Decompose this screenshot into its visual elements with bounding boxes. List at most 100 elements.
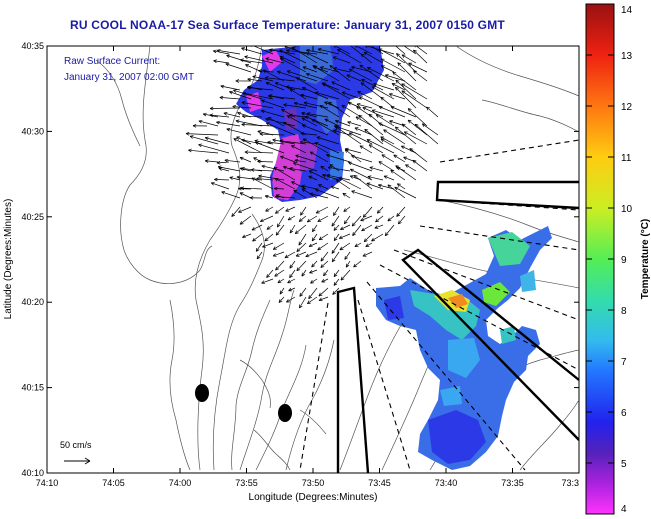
current-vector-arrow	[288, 287, 296, 292]
current-vector-arrow	[289, 88, 307, 100]
current-vector-arrow	[351, 190, 373, 199]
current-vector-arrow	[318, 287, 329, 297]
current-vector-arrow	[262, 242, 274, 248]
current-vector-arrow	[229, 176, 241, 181]
current-vector-arrow	[223, 112, 241, 118]
current-vector-arrow	[335, 125, 362, 145]
current-vector-arrow	[333, 46, 351, 55]
current-vector-arrow	[261, 164, 285, 172]
current-vector-arrow	[401, 90, 428, 109]
current-vector-arrow	[340, 269, 351, 281]
current-vector-arrow	[396, 206, 406, 217]
current-vector-arrow	[282, 165, 296, 172]
colorbar-tick-label: 14	[621, 5, 633, 16]
current-vector-arrow	[307, 296, 318, 304]
current-vector-arrow	[198, 119, 219, 127]
x-tick-label: 73:3	[561, 478, 579, 488]
current-vector-arrow	[216, 48, 241, 55]
current-vector-arrow	[260, 215, 274, 223]
coastline-contours	[95, 46, 579, 471]
current-vector-arrow	[332, 56, 351, 64]
current-vector-arrow	[308, 175, 318, 181]
x-tick-label: 73:50	[302, 478, 325, 488]
current-vector-arrow	[289, 260, 296, 269]
current-vector-arrow	[341, 91, 362, 100]
colorbar-tick-label: 9	[621, 255, 627, 266]
current-vector-arrow	[244, 150, 274, 154]
current-vector-arrow	[350, 46, 362, 55]
current-vector-arrow	[274, 194, 296, 199]
current-vector-arrow	[247, 85, 274, 91]
current-vector-arrow	[361, 224, 373, 232]
radial-lines	[299, 139, 579, 471]
current-vector-arrow	[353, 175, 373, 190]
current-vector-arrow	[284, 251, 296, 259]
current-vector-arrow	[378, 183, 395, 190]
current-vector-arrow	[312, 224, 318, 232]
current-vector-arrow	[299, 296, 307, 309]
current-vector-arrow	[283, 103, 307, 109]
current-vector-arrow	[351, 154, 373, 163]
current-vector-arrow	[337, 48, 362, 64]
map-title: RU COOL NOAA-17 Sea Surface Temperature:…	[70, 18, 505, 32]
current-vector-arrow	[298, 233, 307, 246]
current-vector-arrow	[385, 74, 406, 82]
current-vector-arrow	[367, 175, 384, 181]
current-vector-arrow	[300, 131, 318, 136]
current-vector-arrow	[364, 128, 384, 145]
current-vector-arrow	[421, 123, 439, 136]
current-vector-arrow	[340, 224, 351, 230]
current-vector-arrow	[305, 251, 318, 258]
current-vector-arrow	[387, 215, 395, 222]
current-vector-arrow	[240, 58, 263, 64]
current-vector-arrow	[401, 54, 417, 64]
current-vector-arrow	[331, 215, 340, 227]
current-vector-arrow	[317, 215, 329, 222]
current-vector-arrow	[383, 129, 406, 145]
y-tick-label: 40:25	[21, 212, 44, 222]
current-vector-arrow	[251, 177, 274, 190]
colorbar-tick-label: 8	[621, 306, 627, 317]
current-vector-arrow	[272, 138, 296, 145]
current-vector-arrow	[322, 83, 351, 100]
current-vector-arrow	[291, 145, 307, 154]
current-vector-arrow	[376, 206, 384, 214]
current-vector-arrow	[331, 81, 351, 91]
current-vector-arrow	[192, 123, 208, 128]
current-vector-arrow	[205, 159, 219, 163]
current-vector-arrow	[426, 106, 439, 118]
current-vector-arrow	[266, 224, 274, 230]
current-vector-arrow	[274, 269, 285, 277]
current-vector-arrow	[279, 49, 307, 64]
current-vector-arrow	[286, 296, 296, 303]
current-vector-arrow	[272, 242, 285, 250]
current-vector-arrow	[214, 177, 230, 182]
current-vector-arrow	[269, 48, 296, 55]
current-vector-arrow	[373, 82, 395, 91]
current-vector-arrow	[314, 142, 340, 154]
colorbar-tick-label: 10	[621, 204, 633, 215]
current-vector-arrow	[324, 118, 340, 127]
current-vector-arrow	[414, 123, 439, 145]
current-vector-arrow	[310, 278, 318, 284]
current-vector-arrow	[345, 260, 351, 268]
current-vector-arrow	[291, 47, 318, 64]
current-vector-arrow	[225, 62, 252, 73]
current-vector-arrow	[315, 91, 340, 100]
current-vector-arrow	[261, 99, 285, 109]
current-vector-arrow	[380, 138, 406, 154]
current-vector-arrow	[318, 233, 329, 241]
current-vector-arrow	[358, 114, 384, 136]
current-vector-arrow	[294, 224, 307, 234]
current-vector-arrow	[352, 224, 362, 236]
current-vector-arrow	[381, 65, 395, 73]
current-vector-arrow	[333, 269, 340, 277]
current-vector-arrow	[231, 206, 241, 217]
current-vector-arrow	[241, 47, 263, 55]
current-vector-arrow	[362, 206, 373, 218]
current-vector-arrow	[338, 177, 362, 190]
current-vector-arrow	[320, 165, 329, 172]
current-vector-arrow	[403, 46, 417, 55]
current-vector-arrow	[256, 251, 263, 260]
current-vector-arrow	[289, 224, 296, 234]
